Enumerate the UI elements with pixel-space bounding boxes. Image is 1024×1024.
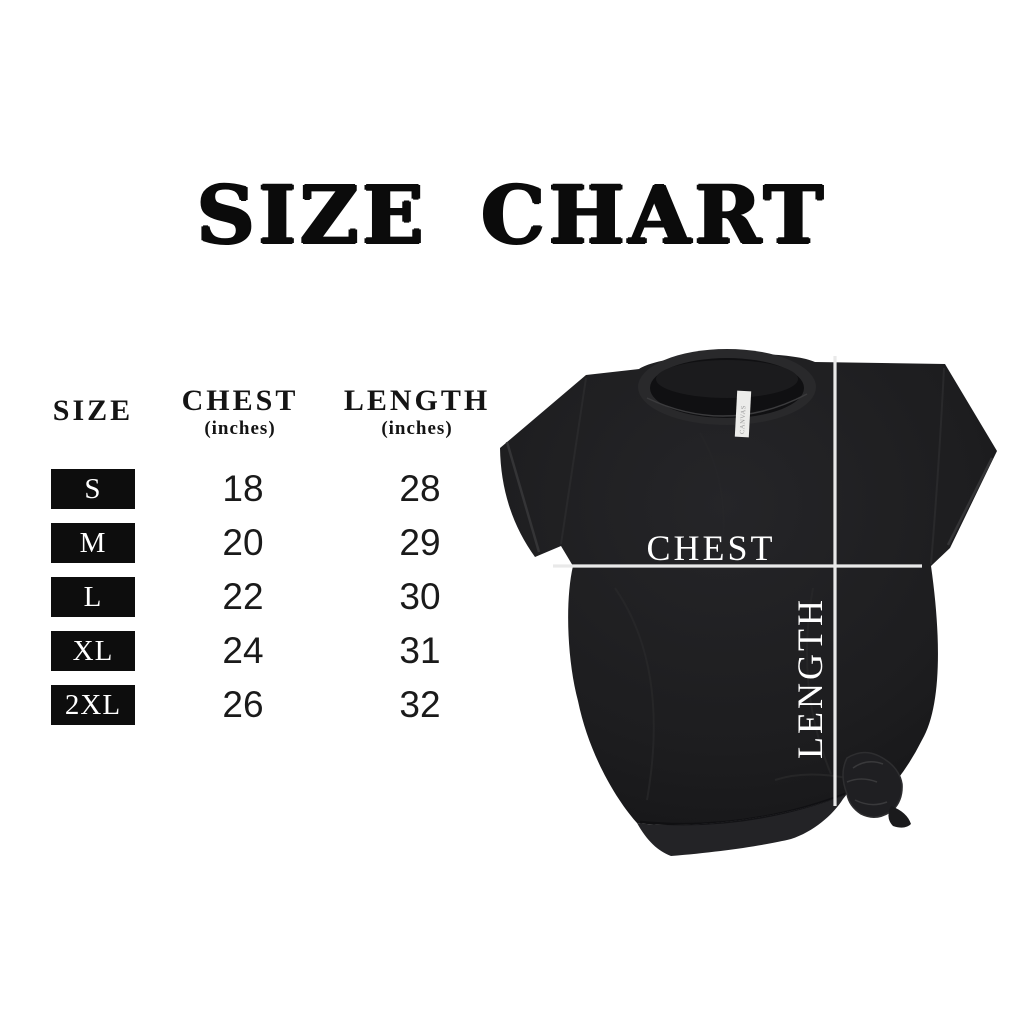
length-header-label: LENGTH <box>343 384 491 417</box>
table-row: XL 24 31 <box>40 624 500 678</box>
collar-tag-text: CANVAS <box>739 405 748 434</box>
size-table: SIZE CHEST (inches) LENGTH (inches) S 18… <box>40 383 500 732</box>
table-row: 2XL 26 32 <box>40 678 500 732</box>
tshirt-image: CANVAS CHEST LENGTH <box>500 349 997 856</box>
chest-measure-label: CHEST <box>646 528 775 568</box>
length-header-unit: (inches) <box>381 418 453 440</box>
length-value: 30 <box>399 576 441 617</box>
size-badge: XL <box>51 631 135 671</box>
chest-header-unit: (inches) <box>204 418 276 440</box>
chest-value: 26 <box>222 684 264 725</box>
table-header-row: SIZE CHEST (inches) LENGTH (inches) <box>40 383 500 462</box>
tshirt-body <box>500 353 997 825</box>
collar <box>638 349 816 425</box>
chest-value: 24 <box>222 630 264 671</box>
length-measure-label: LENGTH <box>790 597 830 759</box>
table-row: S 18 28 <box>40 462 500 516</box>
size-badge: 2XL <box>51 685 135 725</box>
knot <box>842 751 911 828</box>
chest-header-label: CHEST <box>181 384 299 417</box>
size-header-label: SIZE <box>52 394 134 427</box>
fabric-wrinkles <box>505 367 994 826</box>
column-header-chest: CHEST (inches) <box>146 383 334 462</box>
column-header-length: LENGTH (inches) <box>334 383 500 462</box>
length-value: 29 <box>399 522 441 563</box>
size-badge: S <box>51 469 135 509</box>
collar-tag: CANVAS <box>734 390 752 438</box>
table-row: L 22 30 <box>40 570 500 624</box>
chest-value: 22 <box>222 576 264 617</box>
size-badge: L <box>51 577 135 617</box>
page-title: SIZE CHART <box>196 168 828 262</box>
tshirt-back-hem <box>637 794 847 856</box>
size-badge: M <box>51 523 135 563</box>
length-value: 28 <box>399 468 441 509</box>
chest-value: 20 <box>222 522 264 563</box>
chest-value: 18 <box>222 468 264 509</box>
column-header-size: SIZE <box>40 383 146 462</box>
tshirt-measurement-diagram: CANVAS CHEST LENGTH <box>495 338 1020 868</box>
length-value: 31 <box>399 630 441 671</box>
table-row: M 20 29 <box>40 516 500 570</box>
length-value: 32 <box>399 684 441 725</box>
